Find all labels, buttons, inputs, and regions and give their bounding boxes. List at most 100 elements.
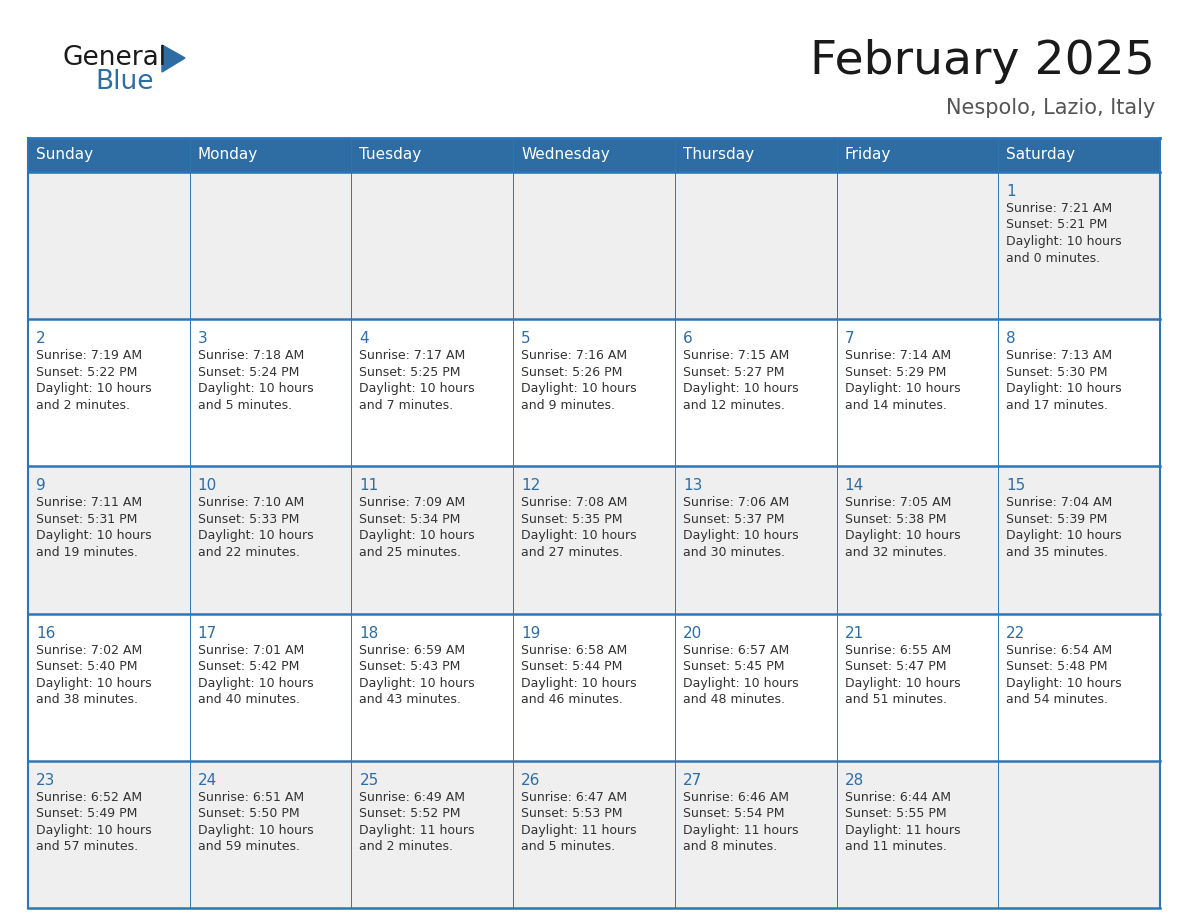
Text: Daylight: 10 hours: Daylight: 10 hours <box>1006 677 1121 689</box>
Text: Daylight: 11 hours: Daylight: 11 hours <box>683 823 798 837</box>
Polygon shape <box>162 45 185 72</box>
Text: and 59 minutes.: and 59 minutes. <box>197 840 299 854</box>
Text: 6: 6 <box>683 331 693 346</box>
Text: Sunrise: 6:51 AM: Sunrise: 6:51 AM <box>197 790 304 804</box>
Text: Nespolo, Lazio, Italy: Nespolo, Lazio, Italy <box>946 98 1155 118</box>
FancyBboxPatch shape <box>998 761 1159 908</box>
Text: Sunrise: 7:21 AM: Sunrise: 7:21 AM <box>1006 202 1112 215</box>
Text: Sunrise: 7:09 AM: Sunrise: 7:09 AM <box>360 497 466 509</box>
Text: Blue: Blue <box>95 69 153 95</box>
Text: Daylight: 10 hours: Daylight: 10 hours <box>197 823 314 837</box>
FancyBboxPatch shape <box>675 761 836 908</box>
FancyBboxPatch shape <box>998 613 1159 761</box>
Text: Sunset: 5:22 PM: Sunset: 5:22 PM <box>36 365 138 379</box>
Text: Daylight: 10 hours: Daylight: 10 hours <box>360 677 475 689</box>
Text: Daylight: 10 hours: Daylight: 10 hours <box>522 677 637 689</box>
Text: 18: 18 <box>360 625 379 641</box>
Text: 7: 7 <box>845 331 854 346</box>
FancyBboxPatch shape <box>998 466 1159 613</box>
Text: 26: 26 <box>522 773 541 788</box>
Text: and 38 minutes.: and 38 minutes. <box>36 693 138 706</box>
Text: Sunrise: 7:18 AM: Sunrise: 7:18 AM <box>197 349 304 363</box>
Text: Sunset: 5:30 PM: Sunset: 5:30 PM <box>1006 365 1107 379</box>
Text: 27: 27 <box>683 773 702 788</box>
Text: Daylight: 10 hours: Daylight: 10 hours <box>522 530 637 543</box>
Text: General: General <box>62 45 166 71</box>
Text: Sunset: 5:45 PM: Sunset: 5:45 PM <box>683 660 784 673</box>
FancyBboxPatch shape <box>675 466 836 613</box>
Text: Daylight: 10 hours: Daylight: 10 hours <box>845 382 960 396</box>
Text: Sunrise: 6:47 AM: Sunrise: 6:47 AM <box>522 790 627 804</box>
Text: and 14 minutes.: and 14 minutes. <box>845 398 947 411</box>
Text: February 2025: February 2025 <box>810 39 1155 84</box>
Text: Sunrise: 7:06 AM: Sunrise: 7:06 AM <box>683 497 789 509</box>
FancyBboxPatch shape <box>836 319 998 466</box>
Text: Sunset: 5:34 PM: Sunset: 5:34 PM <box>360 513 461 526</box>
Text: 24: 24 <box>197 773 217 788</box>
FancyBboxPatch shape <box>352 613 513 761</box>
FancyBboxPatch shape <box>29 319 190 466</box>
Text: Sunrise: 7:14 AM: Sunrise: 7:14 AM <box>845 349 950 363</box>
Text: 25: 25 <box>360 773 379 788</box>
Text: Sunrise: 7:15 AM: Sunrise: 7:15 AM <box>683 349 789 363</box>
Text: 3: 3 <box>197 331 208 346</box>
Text: Sunday: Sunday <box>36 148 93 162</box>
FancyBboxPatch shape <box>513 466 675 613</box>
Text: Daylight: 10 hours: Daylight: 10 hours <box>360 382 475 396</box>
Text: Daylight: 10 hours: Daylight: 10 hours <box>683 530 798 543</box>
FancyBboxPatch shape <box>190 319 352 466</box>
FancyBboxPatch shape <box>675 613 836 761</box>
Text: Sunrise: 6:55 AM: Sunrise: 6:55 AM <box>845 644 950 656</box>
FancyBboxPatch shape <box>998 319 1159 466</box>
Text: Sunset: 5:21 PM: Sunset: 5:21 PM <box>1006 218 1107 231</box>
Text: 20: 20 <box>683 625 702 641</box>
Text: and 32 minutes.: and 32 minutes. <box>845 546 947 559</box>
Text: Sunset: 5:38 PM: Sunset: 5:38 PM <box>845 513 946 526</box>
Text: Daylight: 10 hours: Daylight: 10 hours <box>197 382 314 396</box>
FancyBboxPatch shape <box>836 761 998 908</box>
Text: Sunrise: 7:05 AM: Sunrise: 7:05 AM <box>845 497 950 509</box>
FancyBboxPatch shape <box>513 319 675 466</box>
Text: Daylight: 11 hours: Daylight: 11 hours <box>845 823 960 837</box>
Text: 21: 21 <box>845 625 864 641</box>
FancyBboxPatch shape <box>998 172 1159 319</box>
Text: Sunset: 5:53 PM: Sunset: 5:53 PM <box>522 807 623 821</box>
FancyBboxPatch shape <box>352 172 513 319</box>
Text: Daylight: 11 hours: Daylight: 11 hours <box>360 823 475 837</box>
Text: Sunset: 5:27 PM: Sunset: 5:27 PM <box>683 365 784 379</box>
Text: Sunset: 5:25 PM: Sunset: 5:25 PM <box>360 365 461 379</box>
FancyBboxPatch shape <box>29 138 1159 172</box>
Text: Daylight: 10 hours: Daylight: 10 hours <box>845 530 960 543</box>
Text: and 35 minutes.: and 35 minutes. <box>1006 546 1108 559</box>
Text: and 0 minutes.: and 0 minutes. <box>1006 252 1100 264</box>
Text: Thursday: Thursday <box>683 148 754 162</box>
Text: Daylight: 10 hours: Daylight: 10 hours <box>1006 530 1121 543</box>
Text: Sunrise: 7:17 AM: Sunrise: 7:17 AM <box>360 349 466 363</box>
Text: Sunrise: 7:11 AM: Sunrise: 7:11 AM <box>36 497 143 509</box>
Text: and 19 minutes.: and 19 minutes. <box>36 546 138 559</box>
Text: 8: 8 <box>1006 331 1016 346</box>
Text: Sunset: 5:26 PM: Sunset: 5:26 PM <box>522 365 623 379</box>
Text: Sunrise: 6:52 AM: Sunrise: 6:52 AM <box>36 790 143 804</box>
Text: Daylight: 11 hours: Daylight: 11 hours <box>522 823 637 837</box>
Text: Daylight: 10 hours: Daylight: 10 hours <box>845 677 960 689</box>
Text: and 12 minutes.: and 12 minutes. <box>683 398 785 411</box>
Text: Sunset: 5:43 PM: Sunset: 5:43 PM <box>360 660 461 673</box>
FancyBboxPatch shape <box>675 319 836 466</box>
Text: Sunset: 5:50 PM: Sunset: 5:50 PM <box>197 807 299 821</box>
FancyBboxPatch shape <box>836 172 998 319</box>
Text: Friday: Friday <box>845 148 891 162</box>
Text: Sunset: 5:55 PM: Sunset: 5:55 PM <box>845 807 946 821</box>
Text: Sunset: 5:42 PM: Sunset: 5:42 PM <box>197 660 299 673</box>
FancyBboxPatch shape <box>29 613 190 761</box>
Text: Wednesday: Wednesday <box>522 148 609 162</box>
Text: Daylight: 10 hours: Daylight: 10 hours <box>1006 382 1121 396</box>
Text: 9: 9 <box>36 478 46 493</box>
Text: Sunset: 5:37 PM: Sunset: 5:37 PM <box>683 513 784 526</box>
Text: 10: 10 <box>197 478 217 493</box>
Text: Sunrise: 7:04 AM: Sunrise: 7:04 AM <box>1006 497 1112 509</box>
Text: and 54 minutes.: and 54 minutes. <box>1006 693 1108 706</box>
Text: Sunset: 5:40 PM: Sunset: 5:40 PM <box>36 660 138 673</box>
Text: Sunset: 5:44 PM: Sunset: 5:44 PM <box>522 660 623 673</box>
Text: 2: 2 <box>36 331 45 346</box>
